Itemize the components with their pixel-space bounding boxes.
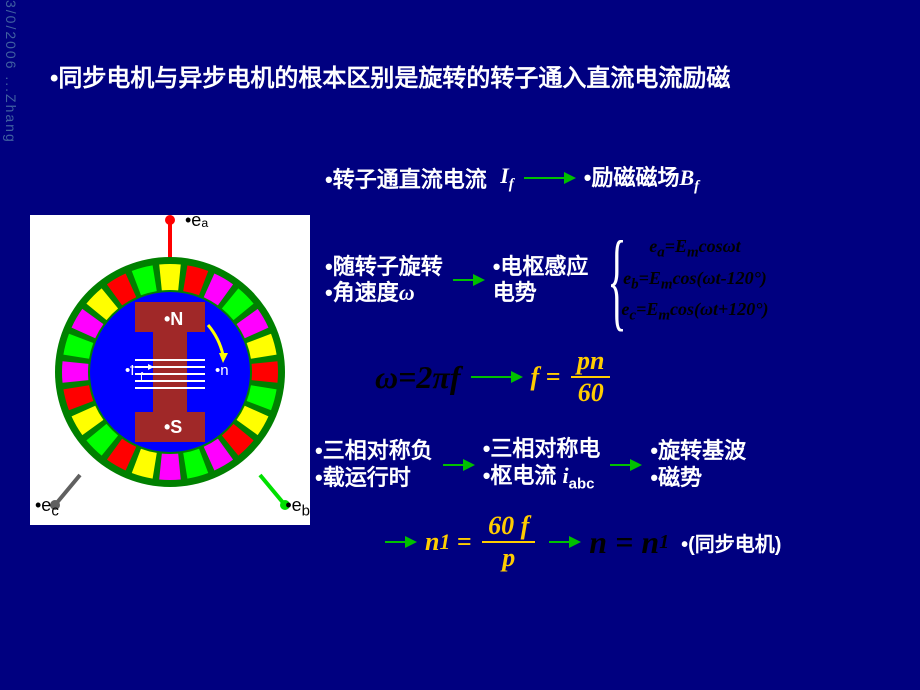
- content-area: •转子通直流电流 If •励磁磁场Bf •随转子旋转 •角速度ω •电枢感应 电…: [325, 160, 915, 589]
- emf-equations: ea=Emcosωt eb=Emcos(ωt-120°) ec=Emcos(ωt…: [621, 236, 768, 325]
- date-stamp: 3/0/2006 ...Zhang: [2, 0, 20, 144]
- row-sync-speed: n1 = 60 f p n = n1 •(同步电机): [375, 513, 915, 571]
- text-excitation-field: •励磁磁场Bf: [584, 160, 699, 195]
- slide-title: •同步电机与异步电机的根本区别是旋转的转子通入直流电流励磁: [50, 58, 730, 93]
- row-rotation: •随转子旋转 •角速度ω •电枢感应 电势 { ea=Emcosωt eb=Em…: [325, 230, 915, 330]
- svg-text:•N: •N: [164, 309, 183, 329]
- col-rotating-mmf: •旋转基波 •磁势: [650, 438, 746, 491]
- terminal-eb-label: •eb: [285, 495, 310, 520]
- terminal-ea-label: •eₐ: [185, 210, 208, 231]
- formula-n1: n1 = 60 f p: [425, 513, 539, 571]
- arrow-icon: [524, 177, 574, 179]
- var-if: If: [495, 163, 514, 193]
- text-rotor-dc: •转子通直流电流: [325, 162, 487, 194]
- row-three-phase: •三相对称负 •载运行时 •三相对称电 •枢电流 iabc •旋转基波 •磁势: [315, 436, 915, 493]
- arrow-icon: [549, 541, 579, 543]
- brace-icon: {: [608, 225, 627, 335]
- arrow-icon: [443, 464, 473, 466]
- note-sync: •(同步电机): [681, 528, 781, 557]
- formula-omega: ω=2πf: [375, 359, 461, 396]
- col-sym-load: •三相对称负 •载运行时: [315, 438, 433, 491]
- formula-freq: f = pn 60: [531, 348, 615, 406]
- svg-text:•S: •S: [164, 417, 182, 437]
- col-armature-emf: •电枢感应 电势: [493, 254, 589, 307]
- arrow-icon: [471, 376, 521, 378]
- svg-text:•n: •n: [215, 362, 229, 379]
- row-omega-freq: ω=2πf f = pn 60: [375, 348, 915, 406]
- col-armature-current: •三相对称电 •枢电流 iabc: [483, 436, 601, 493]
- row-rotor-current: •转子通直流电流 If •励磁磁场Bf: [325, 160, 915, 195]
- motor-diagram: •N •S •I f •n (function(){ const svg = d…: [30, 215, 310, 525]
- arrow-icon: [610, 464, 640, 466]
- terminal-ec-label: •ec: [35, 495, 59, 520]
- arrow-icon: [385, 541, 415, 543]
- formula-n-eq-n1: n = n1: [589, 524, 669, 561]
- arrow-icon: [453, 279, 483, 281]
- svg-text:•I: •I: [125, 362, 134, 379]
- col-rotor-rotate: •随转子旋转 •角速度ω: [325, 254, 443, 307]
